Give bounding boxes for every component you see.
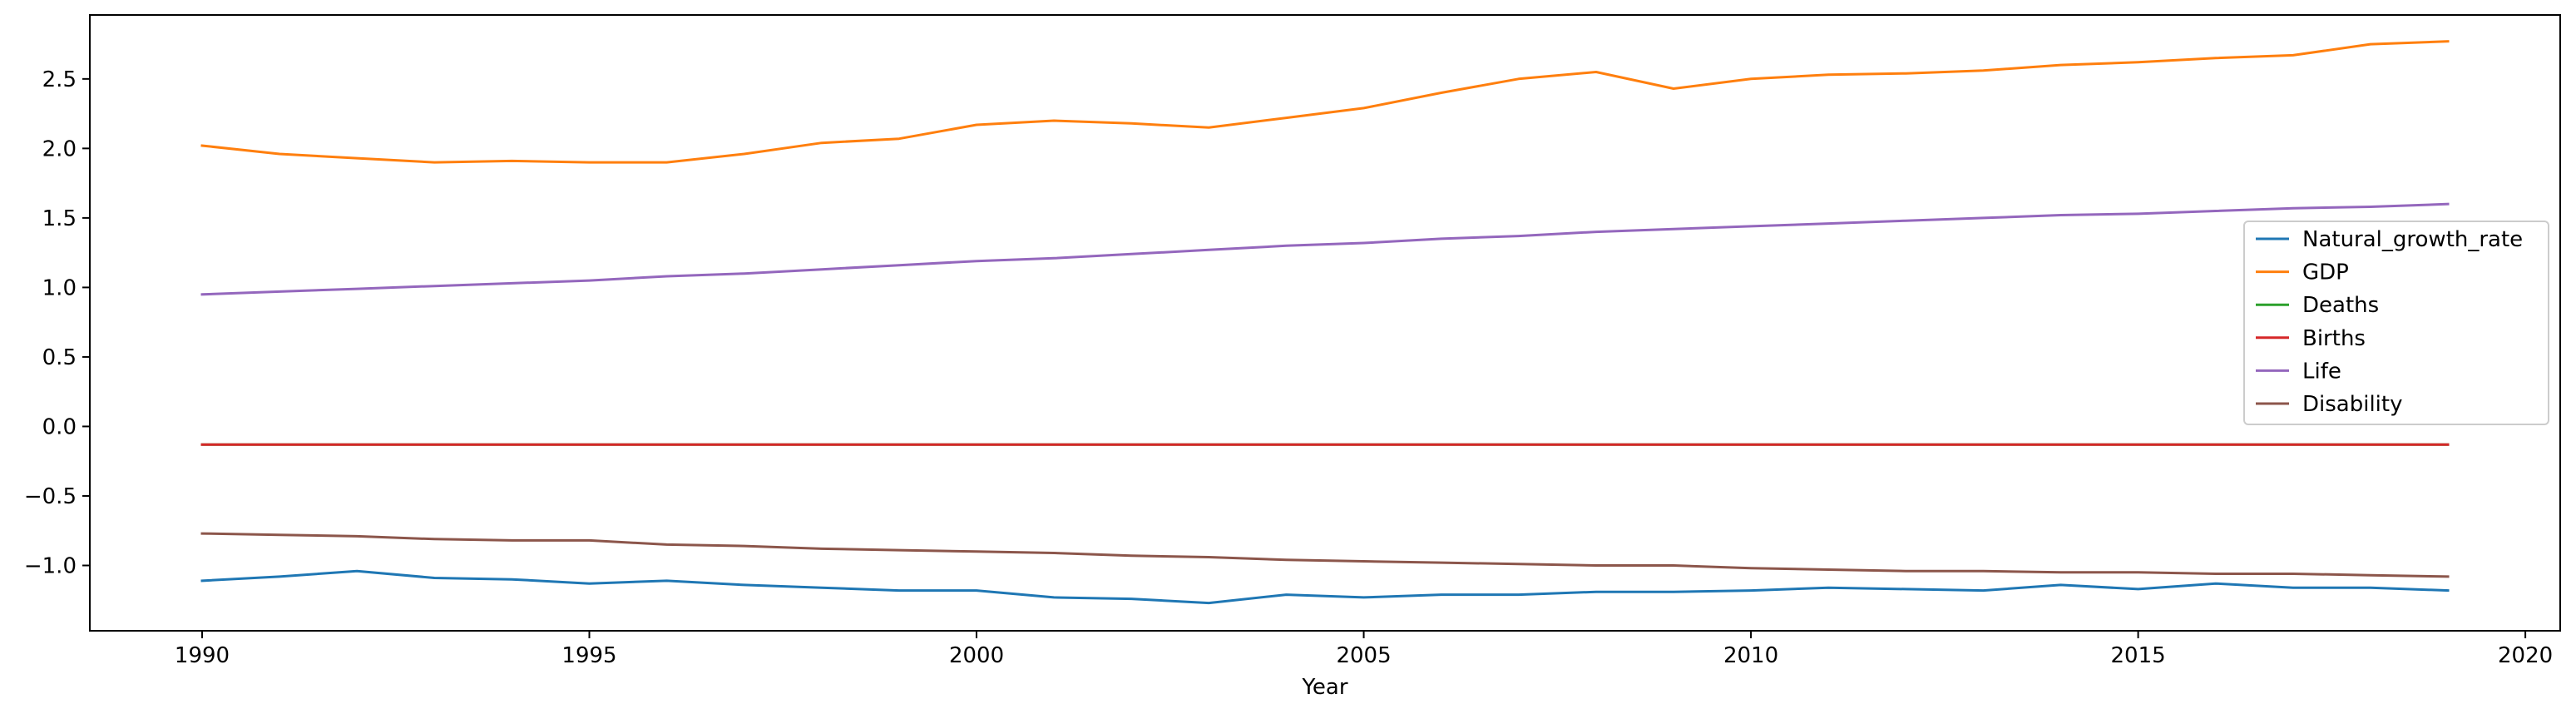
series-line-gdp [200,40,2450,164]
x-tick-label: 2010 [1723,643,1778,668]
y-tick-label: 1.5 [42,206,77,231]
legend-box [2243,221,2549,425]
x-tick-label: 2000 [949,643,1004,668]
x-tick-label: 1990 [175,643,230,668]
series-line-life [200,202,2450,296]
legend-label: Deaths [2302,293,2379,318]
y-tick-label: 2.5 [42,67,77,92]
legend-label: GDP [2302,260,2349,285]
y-tick-label: 0.0 [42,414,77,439]
legend-label: Disability [2302,392,2402,417]
x-tick-label: 1995 [561,643,616,668]
y-tick-label: −1.0 [24,553,77,578]
x-tick-label: 2015 [2111,643,2166,668]
y-tick-label: 2.0 [42,136,77,161]
plot-background [90,15,2560,631]
y-axis: −1.0 −0.5 0.0 0.5 1.0 1.5 2.0 2.5 [24,67,90,578]
x-axis: 1990 1995 2000 2005 2010 2015 2020 [175,631,2553,668]
plot-frame [89,14,2561,632]
legend-label: Life [2302,359,2341,384]
y-tick-label: 0.5 [42,345,77,370]
series-layer [200,40,2450,605]
x-tick-label: 2005 [1336,643,1391,668]
x-tick-label: 2020 [2498,643,2553,668]
series-line-disability [200,532,2450,578]
legend-label: Natural_growth_rate [2302,227,2523,252]
x-axis-title: Year [1301,675,1347,700]
y-tick-label: 1.0 [42,275,77,300]
legend: Natural_growth_rate GDP Deaths Births Life Di… [2243,221,2549,425]
y-tick-label: −0.5 [24,484,77,509]
series-line-natural-growth-rate [200,569,2450,605]
legend-label: Births [2302,326,2366,351]
